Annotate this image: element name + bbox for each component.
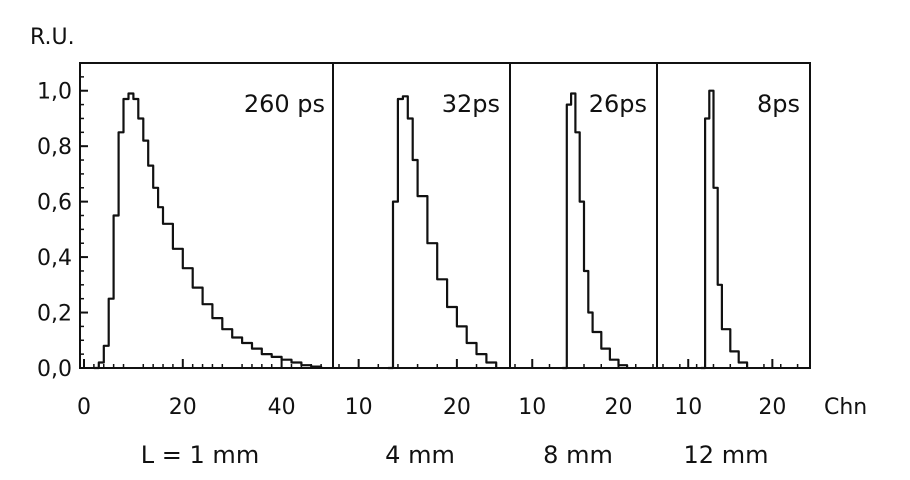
- y-tick-label: 0,2: [37, 302, 72, 327]
- pulse-curve-0: [93, 92, 323, 370]
- x-tick-label: 10: [518, 395, 546, 420]
- y-tick-label: 0,4: [37, 246, 72, 271]
- thickness-label: 12 mm: [684, 441, 769, 469]
- pulse-curve-1: [388, 95, 498, 370]
- x-tick-label: 10: [345, 395, 373, 420]
- thickness-label: 4 mm: [385, 441, 455, 469]
- y-tick-label: 0,0: [37, 357, 72, 382]
- resolution-label: 260 ps: [244, 90, 325, 118]
- pulse-curve-3: [700, 89, 749, 370]
- x-tick-label: 20: [443, 395, 471, 420]
- y-tick-label: 0,6: [37, 191, 72, 216]
- x-tick-label: 10: [674, 395, 702, 420]
- resolution-label: 26ps: [589, 90, 647, 118]
- y-tick-label: 0,8: [37, 135, 72, 160]
- resolution-label: 8ps: [757, 90, 800, 118]
- pulse-curve-2: [562, 92, 629, 370]
- x-tick-label: 0: [77, 395, 91, 420]
- x-tick-label: 20: [758, 395, 786, 420]
- y-tick-label: 1,0: [37, 80, 72, 105]
- x-axis-label: Chn: [824, 395, 867, 420]
- thickness-label: L = 1 mm: [141, 441, 259, 469]
- resolution-label: 32ps: [442, 90, 500, 118]
- x-tick-label: 40: [268, 395, 296, 420]
- x-tick-label: 20: [169, 395, 197, 420]
- thickness-label: 8 mm: [543, 441, 613, 469]
- x-tick-label: 20: [605, 395, 633, 420]
- y-axis-label: R.U.: [30, 25, 75, 50]
